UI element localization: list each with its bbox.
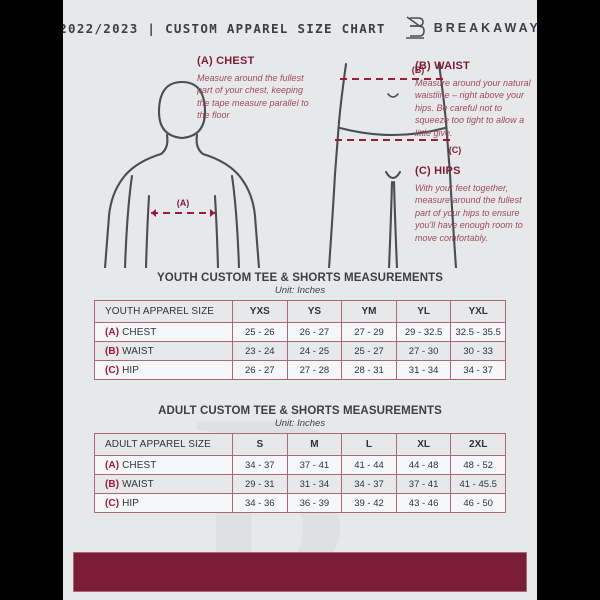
cell: 29 - 31 <box>232 474 288 494</box>
hip-marker-label: (C) <box>449 145 462 155</box>
youth-row-label-chest: (A) CHEST <box>94 322 233 342</box>
callout-chest-heading: (A) CHEST <box>197 55 255 67</box>
youth-size-table: YOUTH APPAREL SIZE YXS YS YM YL YXL (A) … <box>94 300 506 380</box>
cell: 24 - 25 <box>286 341 343 361</box>
row-label: HIP <box>122 364 140 376</box>
adult-col-1: M <box>286 433 343 456</box>
adult-table-unit: Unit: Inches <box>274 418 326 429</box>
table-row: (B) WAIST 23 - 24 24 - 25 25 - 27 27 - 3… <box>94 341 506 361</box>
table-row: (B) WAIST 29 - 31 31 - 34 34 - 37 37 - 4… <box>94 474 506 494</box>
cell: 28 - 31 <box>341 360 397 380</box>
footer-banner <box>73 552 527 592</box>
cell: 34 - 37 <box>341 474 397 494</box>
callout-chest: (A) CHEST Measure around the fullest par… <box>197 55 317 122</box>
youth-row-header-label: YOUTH APPAREL SIZE <box>94 300 233 323</box>
cell: 48 - 52 <box>450 455 506 475</box>
adult-row-label-chest: (A) CHEST <box>94 455 233 475</box>
table-row: (C) HIP 26 - 27 27 - 28 28 - 31 31 - 34 … <box>94 360 506 380</box>
youth-row-label-hip: (C) HIP <box>94 360 233 380</box>
row-label: CHEST <box>122 459 157 471</box>
adult-table-title: ADULT CUSTOM TEE & SHORTS MEASUREMENTS <box>158 405 442 417</box>
adult-row-label-hip: (C) HIP <box>94 493 233 513</box>
youth-table-title: YOUTH CUSTOM TEE & SHORTS MEASUREMENTS <box>157 272 443 284</box>
adult-size-table: ADULT APPAREL SIZE S M L XL 2XL (A) CHES… <box>94 433 506 513</box>
youth-row-label-waist: (B) WAIST <box>94 341 233 361</box>
cell: 34 - 37 <box>232 455 288 475</box>
adult-row-header-label: ADULT APPAREL SIZE <box>94 433 233 456</box>
cell: 37 - 41 <box>395 474 452 494</box>
callout-chest-body: Measure around the fullest part of your … <box>197 73 309 121</box>
cell: 27 - 30 <box>395 341 452 361</box>
adult-col-3: XL <box>395 433 452 456</box>
row-tag: (B) <box>105 478 120 490</box>
cell: 41 - 44 <box>341 455 397 475</box>
youth-col-4: YXL <box>450 300 506 323</box>
table-row: (A) CHEST 34 - 37 37 - 41 41 - 44 44 - 4… <box>94 455 506 475</box>
waist-marker-label: (B) <box>412 65 425 75</box>
adult-size-table-block: ADULT CUSTOM TEE & SHORTS MEASUREMENTS U… <box>94 405 506 513</box>
callout-waist-body: Measure around your natural waistline – … <box>415 78 531 138</box>
body-figures: (A) (B) (C) <box>103 62 462 268</box>
youth-col-3: YL <box>395 300 452 323</box>
table-row: (C) HIP 34 - 36 36 - 39 39 - 42 43 - 46 … <box>94 493 506 513</box>
row-tag: (B) <box>105 345 120 357</box>
row-tag: (A) <box>105 326 120 338</box>
cell: 26 - 27 <box>286 322 343 342</box>
callout-waist-heading: (B) WAIST <box>415 60 470 72</box>
brand-lockup: BREAKAWAY <box>404 15 537 41</box>
cell: 27 - 29 <box>341 322 397 342</box>
page-header: 2022/2023 | CUSTOM APPAREL SIZE CHART BR… <box>63 0 537 56</box>
cell: 37 - 41 <box>286 455 343 475</box>
cell: 39 - 42 <box>341 493 397 513</box>
row-label: CHEST <box>122 326 157 338</box>
cell: 30 - 33 <box>450 341 506 361</box>
cell: 29 - 32.5 <box>395 322 452 342</box>
table-header-row: ADULT APPAREL SIZE S M L XL 2XL <box>94 433 506 456</box>
row-label: HIP <box>122 497 140 509</box>
callout-hips: (C) HIPS With your feet together, measur… <box>415 165 535 244</box>
adult-col-2: L <box>341 433 397 456</box>
table-row: (A) CHEST 25 - 26 26 - 27 27 - 29 29 - 3… <box>94 322 506 342</box>
cell: 32.5 - 35.5 <box>450 322 506 342</box>
row-tag: (A) <box>105 459 120 471</box>
row-tag: (C) <box>105 497 120 509</box>
cell: 34 - 36 <box>232 493 288 513</box>
cell: 43 - 46 <box>395 493 452 513</box>
youth-col-2: YM <box>341 300 397 323</box>
cell: 41 - 45.5 <box>450 474 506 494</box>
cell: 36 - 39 <box>286 493 343 513</box>
row-label: WAIST <box>122 478 154 490</box>
row-tag: (C) <box>105 364 120 376</box>
cell: 46 - 50 <box>450 493 506 513</box>
brand-name: BREAKAWAY <box>433 21 537 35</box>
breakaway-b-monogram-icon <box>405 16 425 39</box>
cell: 34 - 37 <box>450 360 506 380</box>
cell: 25 - 26 <box>232 322 288 342</box>
youth-table-unit: Unit: Inches <box>274 285 326 296</box>
chest-marker-label: (A) <box>177 198 190 208</box>
youth-col-0: YXS <box>232 300 288 323</box>
size-chart-page: B 2022/2023 | CUSTOM APPAREL SIZE CHART … <box>63 0 537 600</box>
adult-col-0: S <box>232 433 288 456</box>
cell: 27 - 28 <box>286 360 343 380</box>
youth-col-1: YS <box>286 300 343 323</box>
measurement-diagram: (A) (B) (C) (A) CHEST Measure around the… <box>63 50 537 268</box>
callout-hips-body: With your feet together, measure around … <box>415 183 523 243</box>
youth-size-table-block: YOUTH CUSTOM TEE & SHORTS MEASUREMENTS U… <box>94 272 506 380</box>
cell: 31 - 34 <box>286 474 343 494</box>
page-title: 2022/2023 | CUSTOM APPAREL SIZE CHART <box>63 20 386 36</box>
cell: 26 - 27 <box>232 360 288 380</box>
row-label: WAIST <box>122 345 154 357</box>
chest-measure-line <box>151 209 215 217</box>
cell: 23 - 24 <box>232 341 288 361</box>
callout-hips-heading: (C) HIPS <box>415 165 461 177</box>
adult-row-label-waist: (B) WAIST <box>94 474 233 494</box>
cell: 31 - 34 <box>395 360 452 380</box>
cell: 25 - 27 <box>341 341 397 361</box>
callout-waist: (B) WAIST Measure around your natural wa… <box>415 60 533 139</box>
adult-col-4: 2XL <box>450 433 506 456</box>
cell: 44 - 48 <box>395 455 452 475</box>
table-header-row: YOUTH APPAREL SIZE YXS YS YM YL YXL <box>94 300 506 323</box>
